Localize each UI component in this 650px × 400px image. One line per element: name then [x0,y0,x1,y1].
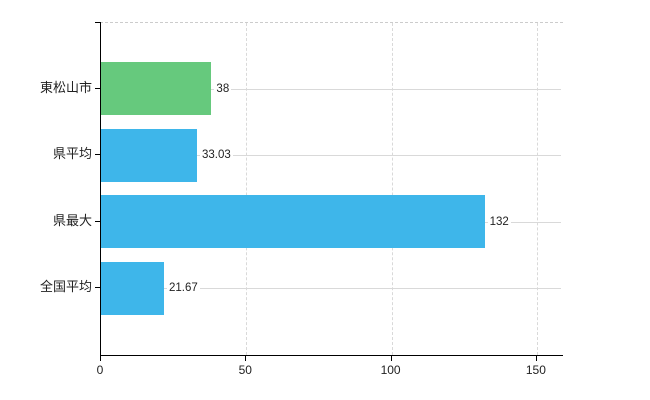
y-axis-tick [95,87,101,89]
x-axis-tick-label: 50 [238,363,252,377]
x-axis-tick-label: 150 [525,363,546,377]
y-axis-top-tick [95,22,101,23]
bar [101,195,485,249]
bar [101,62,212,115]
vertical-gridline [246,23,248,355]
y-axis-category-label: 県平均 [52,146,92,162]
bar-value-label: 132 [487,213,511,230]
bar [101,261,164,315]
x-axis-tick [535,355,537,361]
y-axis-tick [95,220,101,222]
y-axis-tick [95,154,101,156]
bar-value-label: 21.67 [166,280,200,297]
x-axis-tick [100,355,101,361]
y-axis-tick [95,287,101,289]
x-axis-tick-label: 0 [96,363,104,377]
bar-value-label: 33.03 [199,147,233,164]
category-gridline [101,88,561,90]
x-axis-tick-label: 100 [380,363,401,377]
category-gridline [101,155,561,157]
vertical-gridline [536,23,538,355]
x-axis-tick [245,355,247,361]
x-axis-tick [390,355,392,361]
category-gridline [101,288,561,290]
bar-value-label: 38 [214,80,232,97]
y-axis-category-label: 全国平均 [39,279,92,295]
y-axis-category-label: 東松山市 [39,79,92,95]
vertical-gridline [391,23,393,355]
plot-area: 38 33.03 132 21.67 [100,22,563,356]
bar [101,128,197,182]
y-axis-category-label: 県最大 [52,212,92,228]
